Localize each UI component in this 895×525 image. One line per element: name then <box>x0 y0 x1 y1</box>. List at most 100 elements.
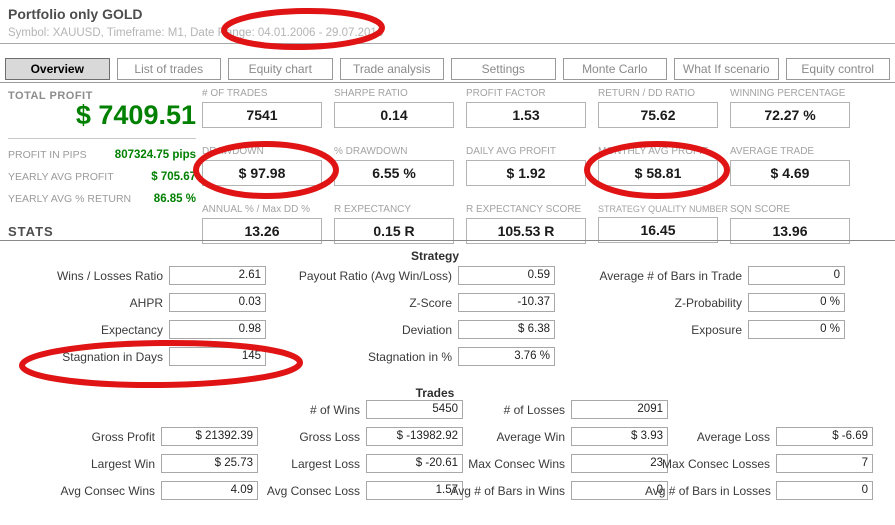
avg-consec-loss-row: Avg Consec Loss 1.57 <box>235 477 463 504</box>
avg-consec-wins-row: Avg Consec Wins 4.09 <box>30 477 258 504</box>
metric-num-trades-value: 7541 <box>202 102 322 128</box>
metric-sharpe-ratio-value: 0.14 <box>334 102 454 128</box>
max-consec-wins-row: Max Consec Wins 23 <box>440 450 668 477</box>
tab-settings[interactable]: Settings <box>451 58 556 80</box>
largest-win-row: Largest Win $ 25.73 <box>30 450 258 477</box>
yearly-avg-profit-row: YEARLY AVG PROFIT $ 705.67 <box>8 171 196 183</box>
avg-bars-in-trade-row: Average # of Bars in Trade 0 <box>587 262 845 289</box>
wins-losses-ratio-value: 2.61 <box>169 266 266 285</box>
tab-bar: Overview List of trades Equity chart Tra… <box>5 58 890 80</box>
yearly-avg-profit-value: $ 705.67 <box>151 171 196 183</box>
exposure-row: Exposure 0 % <box>587 316 845 343</box>
tab-what-if-scenario[interactable]: What If scenario <box>674 58 779 80</box>
metric-sqn-score: SQN SCORE 13.96 <box>730 204 850 244</box>
trades-section-heading: Trades <box>415 386 455 400</box>
metric-r-expectancy-score: R EXPECTANCY SCORE 105.53 R <box>466 204 586 244</box>
average-loss-value: $ -6.69 <box>776 427 873 446</box>
metric-sqn-score-value: 13.96 <box>730 218 850 244</box>
metric-sharpe-ratio: SHARPE RATIO 0.14 <box>334 88 454 128</box>
largest-loss-row: Largest Loss $ -20.61 <box>235 450 463 477</box>
average-win-value: $ 3.93 <box>571 427 668 446</box>
deviation-row: Deviation $ 6.38 <box>297 316 555 343</box>
total-profit-value: $ 7409.51 <box>75 100 196 130</box>
tab-equity-chart[interactable]: Equity chart <box>228 58 333 80</box>
metric-annual-max-dd-value: 13.26 <box>202 218 322 244</box>
wins-losses-ratio-row: Wins / Losses Ratio 2.61 <box>8 262 266 289</box>
stagnation-in-days-row: Stagnation in Days 145 <box>8 343 266 370</box>
z-score-value: -10.37 <box>458 293 555 312</box>
stagnation-in-days-value: 145 <box>169 347 266 366</box>
metric-r-expectancy-score-value: 105.53 R <box>466 218 586 244</box>
yearly-avg-profit-label: YEARLY AVG PROFIT <box>8 171 114 183</box>
profit-in-pips-label: PROFIT IN PIPS <box>8 149 87 161</box>
num-losses-value: 2091 <box>571 400 668 419</box>
metric-annual-max-dd: ANNUAL % / Max DD % 13.26 <box>202 204 322 244</box>
metric-r-expectancy: R EXPECTANCY 0.15 R <box>334 204 454 244</box>
strategy-section-heading: Strategy <box>410 249 460 263</box>
num-losses-row: # of Losses 2091 <box>440 396 668 423</box>
expectancy-row: Expectancy 0.98 <box>8 316 266 343</box>
tab-monte-carlo[interactable]: Monte Carlo <box>562 58 667 80</box>
symbol-info: Symbol: XAUUSD, Timeframe: M1, Date Rang… <box>8 27 383 39</box>
yearly-avg-return-row: YEARLY AVG % RETURN 86.85 % <box>8 193 196 205</box>
yearly-avg-return-value: 86.85 % <box>153 193 196 205</box>
tabs-divider <box>0 82 895 83</box>
gross-profit-row: Gross Profit $ 21392.39 <box>30 423 258 450</box>
payout-ratio-value: 0.59 <box>458 266 555 285</box>
metric-average-trade: AVERAGE TRADE $ 4.69 <box>730 146 850 186</box>
max-consec-losses-value: 7 <box>776 454 873 473</box>
tab-overview[interactable]: Overview <box>5 58 110 80</box>
metric-return-dd-ratio-value: 75.62 <box>598 102 718 128</box>
ahpr-row: AHPR 0.03 <box>8 289 266 316</box>
deviation-value: $ 6.38 <box>458 320 555 339</box>
stagnation-in-pct-row: Stagnation in % 3.76 % <box>297 343 555 370</box>
metric-drawdown-value: $ 97.98 <box>202 160 322 186</box>
avg-bars-in-losses-value: 0 <box>776 481 873 500</box>
metric-daily-avg-profit: DAILY AVG PROFIT $ 1.92 <box>466 146 586 186</box>
metric-return-dd-ratio: RETURN / DD RATIO 75.62 <box>598 88 718 128</box>
tab-equity-control[interactable]: Equity control <box>785 58 890 80</box>
stats-divider <box>0 240 895 241</box>
total-profit-label: TOTAL PROFIT <box>8 90 93 102</box>
z-probability-value: 0 % <box>748 293 845 312</box>
metric-monthly-avg-profit: MONTHLY AVG PROFIT $ 58.81 <box>598 146 718 186</box>
payout-ratio-row: Payout Ratio (Avg Win/Loss) 0.59 <box>297 262 555 289</box>
metric-monthly-avg-profit-value: $ 58.81 <box>598 160 718 186</box>
metric-strategy-quality-number: STRATEGY QUALITY NUMBER 16.45 <box>598 204 728 244</box>
gross-loss-value: $ -13982.92 <box>366 427 463 446</box>
stagnation-in-pct-value: 3.76 % <box>458 347 555 366</box>
date-range: 04.01.2006 - 29.07.2016 <box>257 27 384 39</box>
avg-bars-in-wins-row: Avg # of Bars in Wins 0 <box>440 477 668 504</box>
header-divider <box>0 43 895 44</box>
tab-list-of-trades[interactable]: List of trades <box>116 58 221 80</box>
gross-profit-value: $ 21392.39 <box>161 427 258 446</box>
exposure-value: 0 % <box>748 320 845 339</box>
z-probability-row: Z-Probability 0 % <box>587 289 845 316</box>
avg-bars-in-wins-value: 0 <box>571 481 668 500</box>
metric-profit-factor-value: 1.53 <box>466 102 586 128</box>
page-title: Portfolio only GOLD <box>8 6 143 22</box>
profit-in-pips-row: PROFIT IN PIPS 807324.75 pips <box>8 149 196 161</box>
metrics-grid: # OF TRADES 7541 SHARPE RATIO 0.14 PROFIT … <box>202 88 850 244</box>
profit-in-pips-value: 807324.75 pips <box>114 149 196 161</box>
summary-divider <box>8 138 196 139</box>
metric-winning-percentage: WINNING PERCENTAGE 72.27 % <box>730 88 850 128</box>
yearly-avg-return-label: YEARLY AVG % RETURN <box>8 193 132 205</box>
gross-loss-row: Gross Loss $ -13982.92 <box>235 423 463 450</box>
metric-drawdown: DRAWDOWN $ 97.98 <box>202 146 322 186</box>
metric-profit-factor: PROFIT FACTOR 1.53 <box>466 88 586 128</box>
avg-bars-in-trade-value: 0 <box>748 266 845 285</box>
trades-column-3: # of Losses 2091 Average Win $ 3.93 Max Co… <box>440 396 668 504</box>
avg-bars-in-losses-row: Avg # of Bars in Losses 0 <box>645 477 873 504</box>
metric-pct-drawdown-value: 6.55 % <box>334 160 454 186</box>
strategy-column-2: Payout Ratio (Avg Win/Loss) 0.59 Z-Score -… <box>297 262 555 370</box>
ahpr-value: 0.03 <box>169 293 266 312</box>
symbol-info-prefix: Symbol: XAUUSD, Timeframe: M1, Date Rang… <box>8 27 258 39</box>
metric-strategy-quality-number-value: 16.45 <box>598 217 718 243</box>
metric-daily-avg-profit-value: $ 1.92 <box>466 160 586 186</box>
strategy-column-3: Average # of Bars in Trade 0 Z-Probabilit… <box>587 262 845 343</box>
metric-average-trade-value: $ 4.69 <box>730 160 850 186</box>
tab-trade-analysis[interactable]: Trade analysis <box>339 58 444 80</box>
avg-consec-wins-value: 4.09 <box>161 481 258 500</box>
